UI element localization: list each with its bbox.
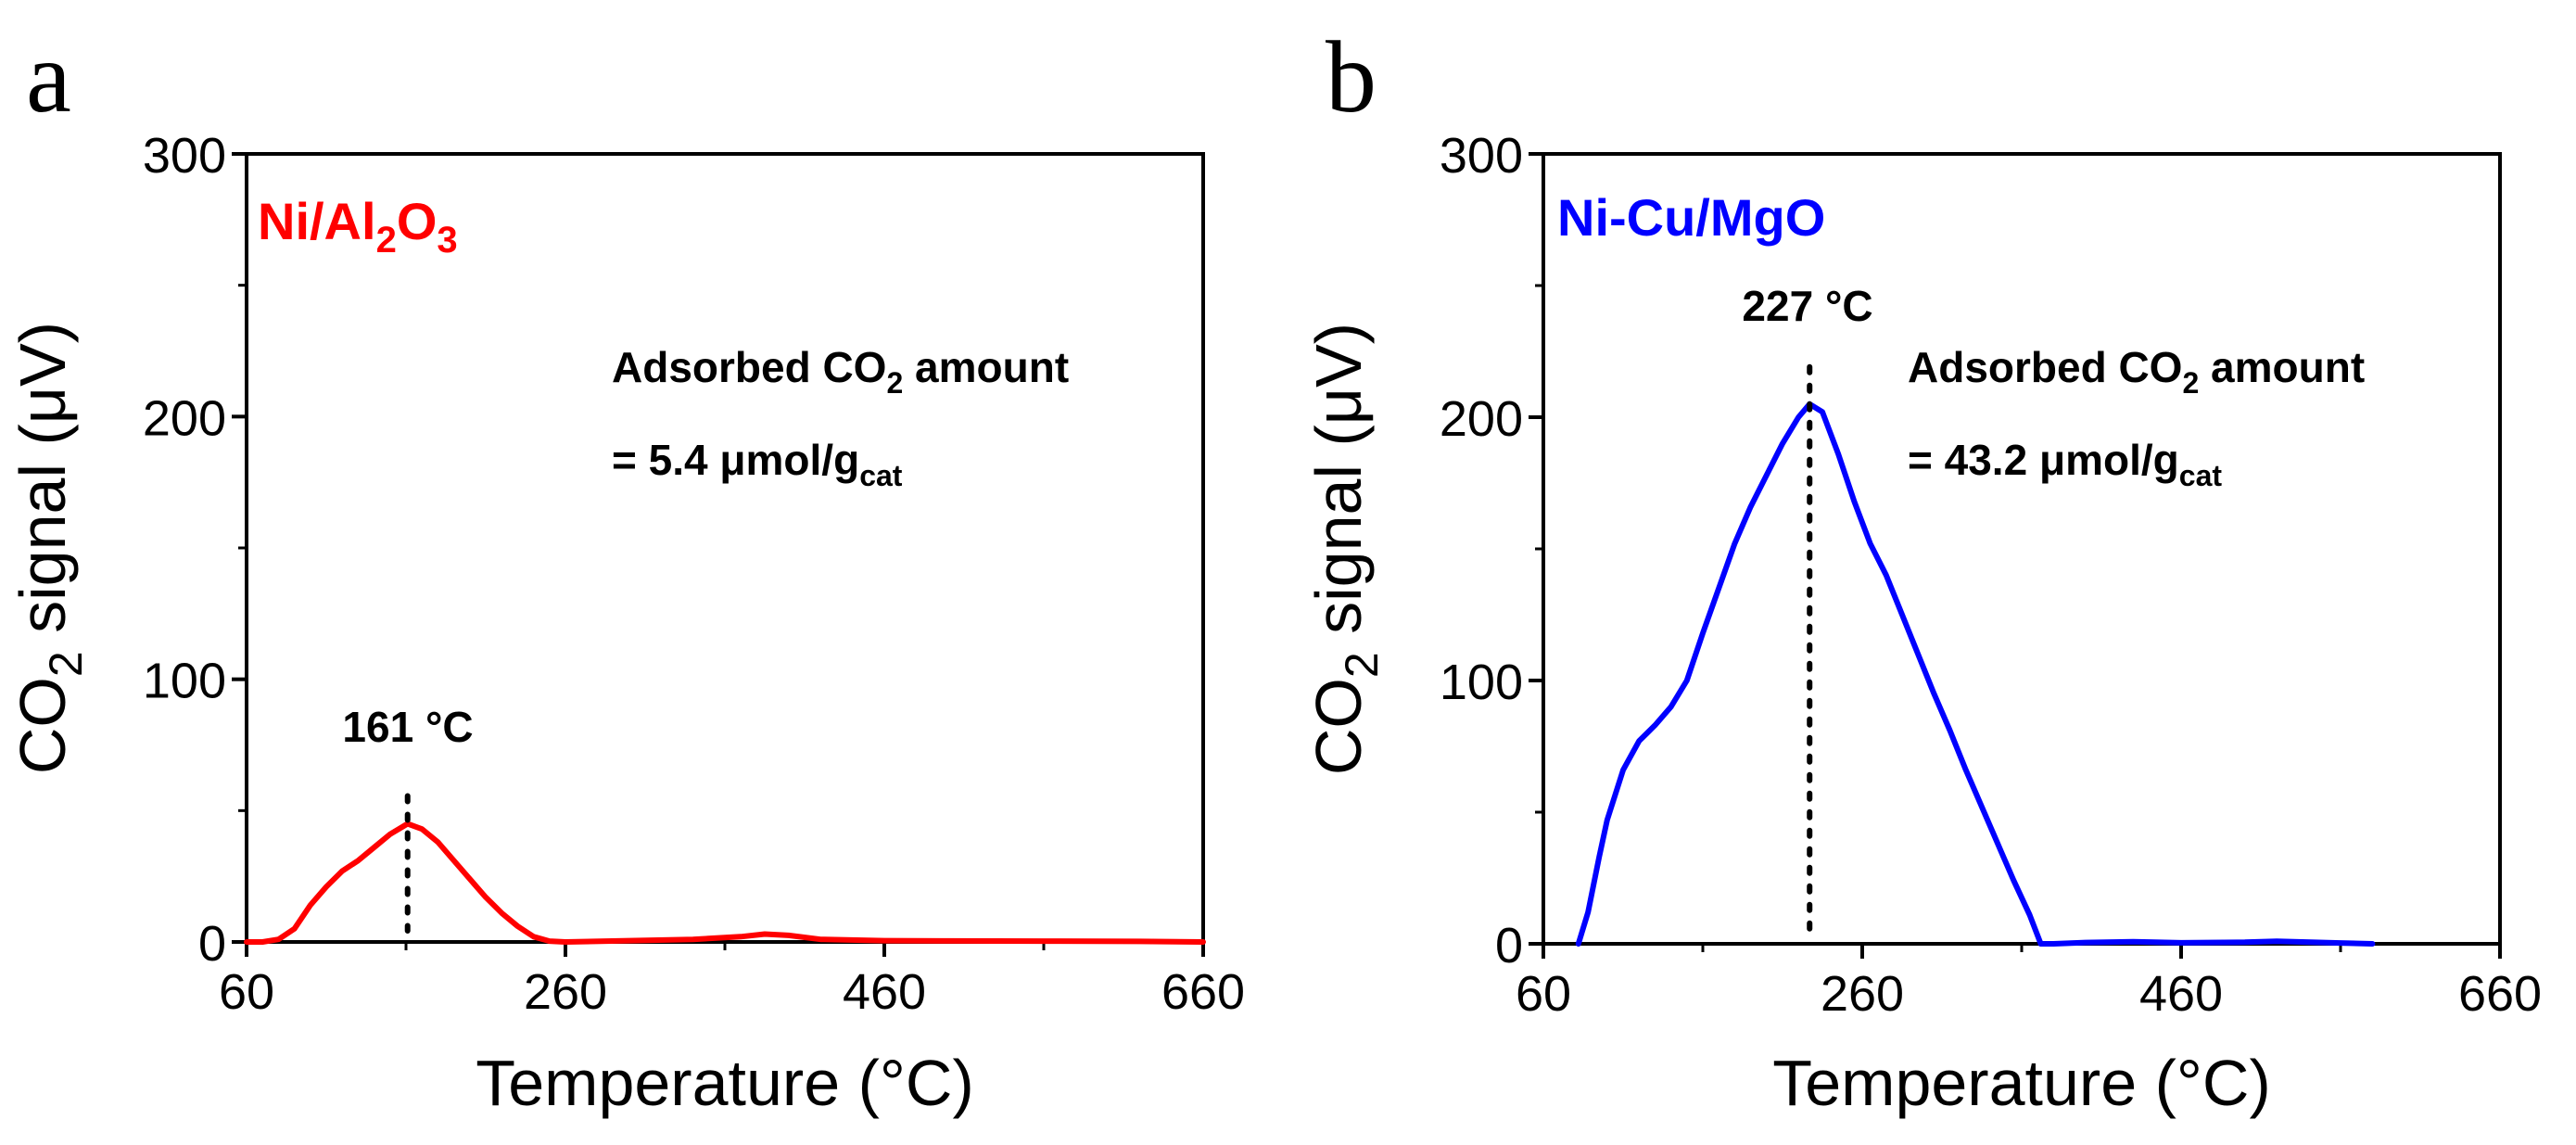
plot-frame-a (245, 152, 1205, 944)
peak-label-b: 227 °C (1742, 282, 1872, 330)
y-tick-label-b: 200 (1440, 391, 1523, 447)
sample-label-b: Ni-Cu/MgO (1557, 188, 1825, 247)
series-line-b (1575, 401, 2376, 947)
x-tick-label-a: 460 (843, 964, 926, 1020)
note-line2-a: = 5.4 μmol/gcat (612, 436, 903, 492)
note-line1-b: Adsorbed CO2 amount (1908, 343, 2365, 400)
x-axis-label-b: Temperature (°C) (1772, 1047, 2271, 1119)
y-tick-label-a: 200 (143, 390, 226, 446)
note-line1-a: Adsorbed CO2 amount (612, 343, 1069, 400)
panel-letter-a: a (26, 20, 71, 134)
y-tick-label-b: 300 (1440, 128, 1523, 184)
x-tick-label-a: 260 (524, 964, 607, 1020)
x-axis-label-a: Temperature (°C) (476, 1047, 974, 1119)
panel-b: b 60 260 460 660 0 100 200 300 Ni-Cu/MgO 227 °C… (1302, 20, 2542, 1119)
panel-letter-b: b (1326, 20, 1377, 134)
plot-area-a: 60 260 460 660 0 100 200 300 (143, 128, 1245, 1020)
x-tick-label-b: 460 (2139, 966, 2223, 1022)
y-tick-label-a: 100 (143, 654, 226, 709)
x-tick-label-b: 660 (2458, 966, 2542, 1022)
x-tick-label-b: 60 (1516, 966, 1571, 1022)
x-tick-label-a: 60 (219, 964, 274, 1020)
data-marks-b (1575, 363, 2376, 947)
plot-frame-b (1542, 152, 2502, 946)
series-line-a (244, 821, 1206, 945)
y-tick-label-b: 100 (1440, 655, 1523, 710)
axis-ticks-a: 60 260 460 660 0 100 200 300 (143, 128, 1245, 1020)
peak-label-a: 161 °C (342, 703, 473, 751)
x-tick-label-a: 660 (1161, 964, 1245, 1020)
y-axis-label-b: CO2 signal (μV) (1302, 323, 1388, 775)
y-axis-label-a: CO2 signal (μV) (6, 322, 92, 774)
sample-label-a: Ni/Al2O3 (258, 192, 458, 261)
y-tick-label-b: 0 (1495, 918, 1523, 973)
data-marks-a (244, 793, 1206, 945)
y-tick-label-a: 300 (143, 128, 226, 184)
note-line2-b: = 43.2 μmol/gcat (1908, 436, 2222, 492)
y-tick-label-a: 0 (198, 916, 226, 972)
axis-ticks-b: 60 260 460 660 0 100 200 300 (1440, 128, 2542, 1022)
plot-area-b: 60 260 460 660 0 100 200 300 (1440, 128, 2542, 1022)
x-tick-label-b: 260 (1821, 966, 1904, 1022)
